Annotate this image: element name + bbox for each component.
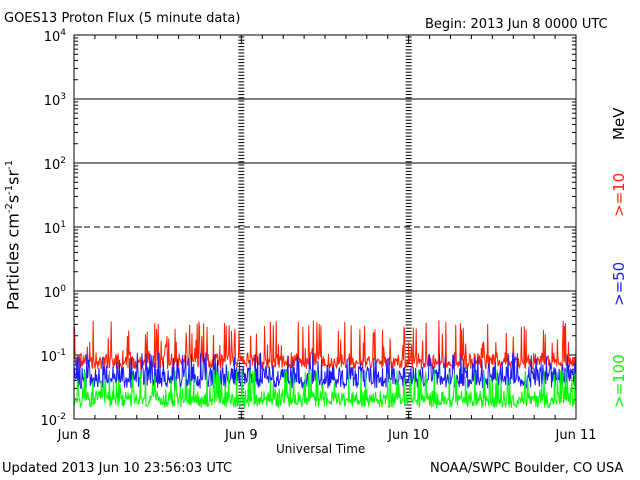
x-tick-label: Jun 11	[555, 428, 597, 443]
y-tick-label: 10-1	[40, 348, 66, 365]
series-line-100mev	[73, 369, 577, 410]
updated-timestamp: Updated 2013 Jun 10 23:56:03 UTC	[2, 461, 233, 476]
y-tick-label: 103	[44, 92, 66, 109]
credit-text: NOAA/SWPC Boulder, CO USA	[430, 461, 624, 476]
x-axis-label: Universal Time	[276, 442, 366, 456]
plot-frame	[73, 34, 577, 420]
y-tick-label: 10-2	[40, 412, 66, 429]
legend-series-100mev: >=100	[610, 354, 628, 408]
y-axis-label: Particles cm-2s-1sr-1	[3, 159, 23, 311]
x-tick-label: Jun 8	[57, 428, 91, 443]
y-tick-label: 100	[44, 284, 67, 301]
legend-series-50mev: >=50	[610, 261, 628, 306]
y-tick-label: 102	[44, 156, 66, 173]
x-tick-label: Jun 10	[387, 428, 429, 443]
y-tick-label: 101	[44, 220, 66, 237]
y-tick-label: 104	[44, 28, 67, 45]
chart-title: GOES13 Proton Flux (5 minute data)	[4, 11, 241, 26]
legend-series-10mev: >=10	[610, 172, 628, 217]
x-tick-label: Jun 9	[224, 428, 258, 443]
begin-time: Begin: 2013 Jun 8 0000 UTC	[425, 17, 608, 32]
series-line-10mev	[73, 320, 577, 371]
legend-unit: MeV	[610, 107, 628, 140]
